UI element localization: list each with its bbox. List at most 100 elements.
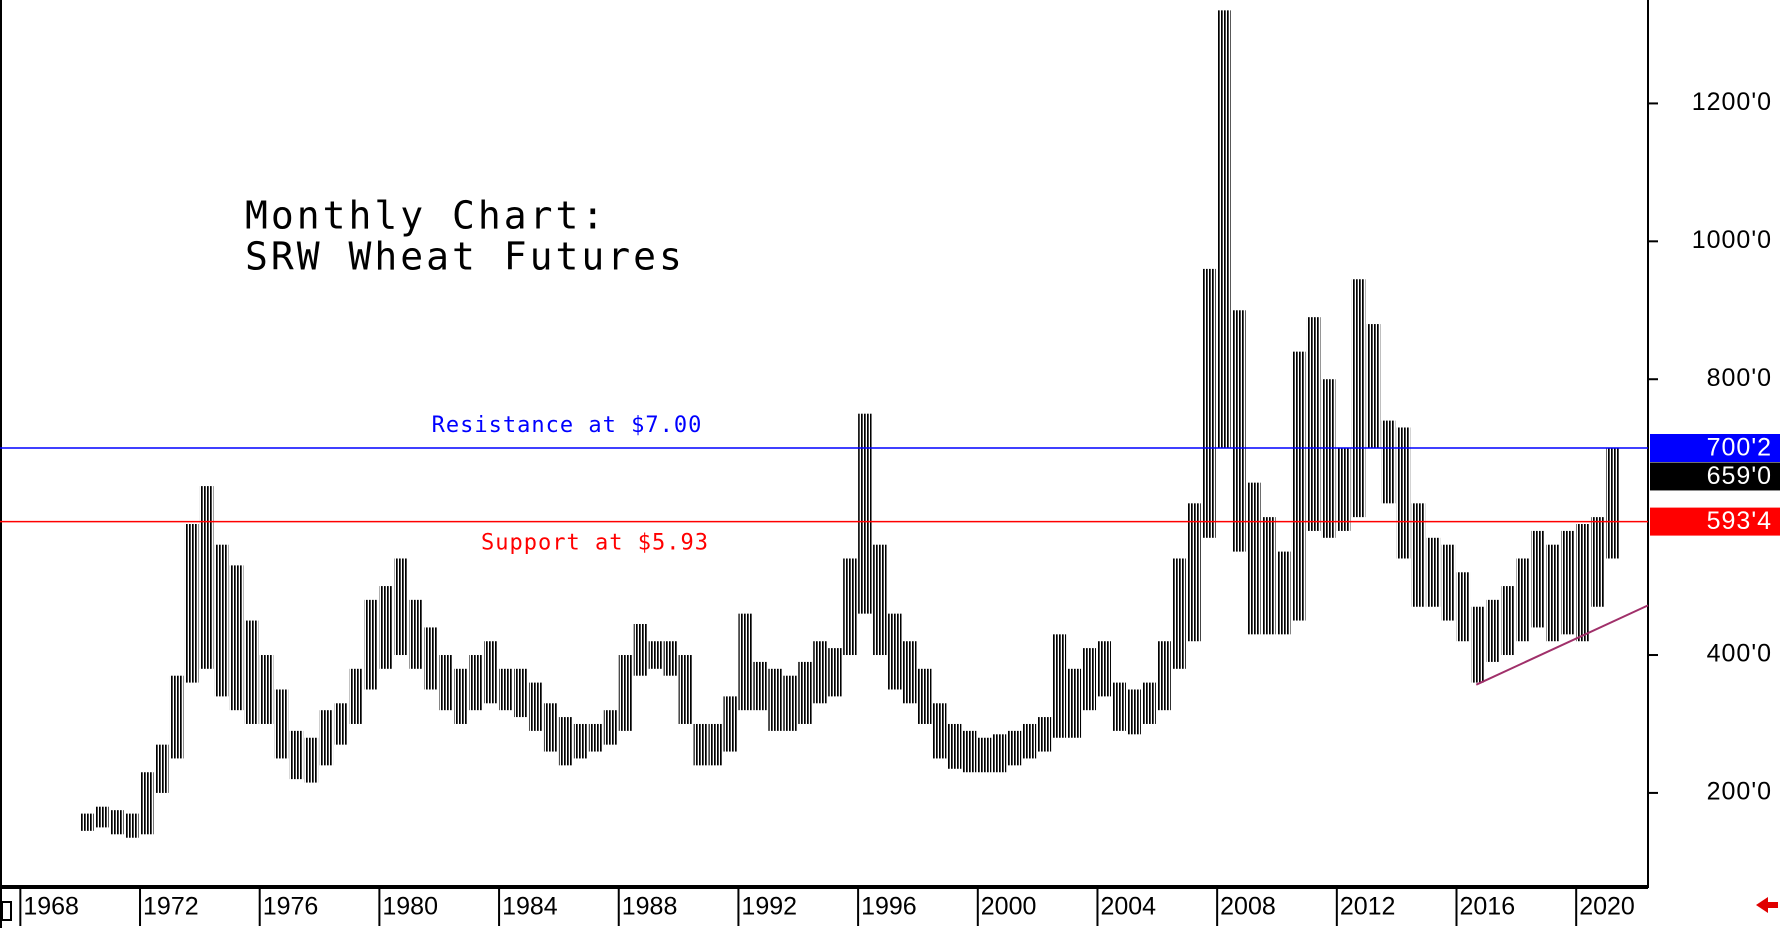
price-bar — [1291, 351, 1306, 621]
price-bar — [1202, 268, 1216, 538]
price-bar — [798, 661, 812, 724]
corner-box — [1, 901, 12, 921]
price-bar — [813, 641, 827, 704]
price-bar — [229, 565, 244, 711]
chart-subtitle: SRW Wheat Futures — [245, 235, 685, 279]
price-bar — [1471, 606, 1485, 683]
price-tag — [1650, 433, 1780, 462]
price-bar — [902, 641, 917, 704]
level-label: Support at $5.93 — [481, 531, 709, 556]
price-bar — [1321, 379, 1336, 538]
scroll-arrow[interactable] — [1756, 897, 1778, 913]
x-tick-label: 2008 — [1220, 893, 1276, 921]
price-bar — [304, 737, 319, 783]
price-bar — [708, 723, 723, 766]
price-bar — [364, 599, 378, 690]
x-tick-label: 1996 — [861, 893, 917, 921]
price-bar — [992, 734, 1007, 773]
price-bar — [1486, 599, 1500, 662]
bottom-axis — [0, 885, 1648, 889]
price-bar — [1187, 503, 1201, 642]
price-tag — [1650, 507, 1780, 536]
price-bar — [334, 703, 349, 745]
price-bar — [1037, 717, 1052, 752]
price-bar — [289, 730, 304, 780]
price-bar — [558, 717, 573, 766]
price-bar — [1097, 641, 1111, 697]
x-tick-label: 1988 — [622, 893, 678, 921]
price-bar — [1306, 317, 1321, 531]
price-bar — [1591, 517, 1605, 607]
y-tick-label: 800'0 — [1707, 364, 1772, 392]
price-bar — [1516, 558, 1530, 642]
price-bar — [1022, 723, 1037, 759]
x-tick-label: 2012 — [1340, 893, 1396, 921]
price-bar — [379, 586, 393, 669]
price-bar — [588, 723, 603, 752]
price-bar — [1426, 537, 1441, 607]
price-bar — [1172, 558, 1186, 669]
x-tick-label: 1968 — [23, 893, 79, 921]
price-bar — [678, 655, 693, 724]
price-bar — [1606, 448, 1620, 559]
price-bar — [1351, 279, 1366, 518]
price-bar — [514, 668, 528, 718]
price-bar — [1052, 634, 1067, 738]
price-bar — [259, 655, 274, 724]
y-tick-label: 1000'0 — [1692, 226, 1772, 254]
price-bar — [843, 558, 857, 656]
price-bar — [977, 737, 992, 773]
y-tick-label: 200'0 — [1707, 778, 1772, 806]
price-bar — [618, 655, 633, 731]
price-bar — [1217, 10, 1231, 449]
price-bar — [663, 641, 678, 676]
price-bar — [1501, 586, 1515, 656]
price-bar — [199, 486, 214, 669]
price-bar — [484, 641, 498, 704]
x-tick-label: 2020 — [1579, 893, 1635, 921]
price-bar — [1561, 530, 1575, 635]
price-bar — [738, 613, 752, 711]
price-bar — [1336, 448, 1351, 531]
price-bar — [917, 668, 932, 724]
price-bar — [125, 813, 139, 838]
price-bar — [723, 696, 737, 752]
price-bar — [1411, 503, 1426, 607]
price-bar — [95, 806, 109, 828]
price-bar — [858, 413, 872, 614]
x-tick-label: 2000 — [981, 893, 1037, 921]
price-bar — [947, 723, 962, 769]
price-bar — [543, 703, 558, 752]
price-bar — [828, 648, 842, 697]
x-tick-label: 2016 — [1460, 893, 1516, 921]
price-bar — [1262, 517, 1276, 635]
x-tick-label: 2004 — [1100, 893, 1156, 921]
level-label: Resistance at $7.00 — [432, 413, 703, 438]
price-bar — [1082, 648, 1097, 711]
price-tag-label: 659'0 — [1707, 462, 1772, 490]
price-bar — [499, 668, 513, 711]
price-bar — [319, 710, 334, 766]
x-tick-label: 1980 — [382, 893, 438, 921]
price-tag-label: 593'4 — [1707, 507, 1772, 535]
price-bar — [1441, 544, 1456, 621]
price-bar — [573, 723, 588, 759]
price-bar — [932, 703, 947, 759]
price-bar — [1456, 572, 1471, 642]
x-tick-label: 1992 — [741, 893, 797, 921]
price-bar — [274, 689, 289, 759]
trendline — [1475, 604, 1649, 686]
price-bar — [1007, 730, 1022, 766]
x-tick-label: 1976 — [263, 893, 319, 921]
price-bar — [768, 668, 782, 731]
price-bar — [1067, 668, 1082, 738]
price-bar — [1531, 530, 1545, 628]
price-bar — [424, 627, 438, 690]
price-bar — [1112, 682, 1126, 731]
price-bar — [154, 744, 169, 793]
price-bar — [1232, 310, 1246, 552]
price-bar — [1366, 324, 1381, 449]
price-bar — [1576, 524, 1590, 642]
price-bar — [603, 710, 618, 745]
price-bar — [439, 655, 453, 711]
